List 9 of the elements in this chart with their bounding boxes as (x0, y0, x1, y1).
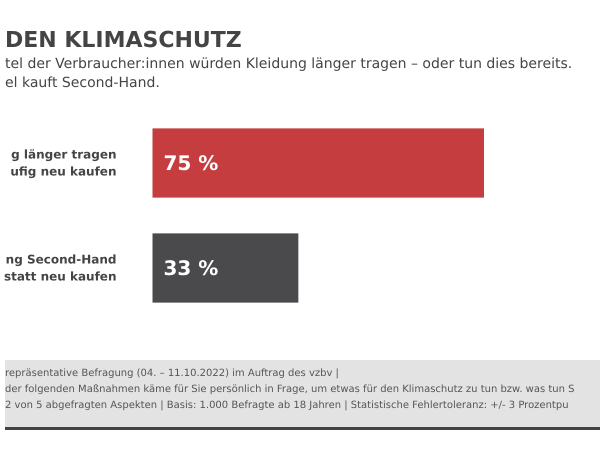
y-tick-label: g länger tragen ufig neu kaufen (10, 148, 117, 178)
chart-title: DEN KLIMASCHUTZ (5, 27, 242, 55)
data-label: 75 % (163, 151, 218, 175)
chart-subtitle: tel der Verbraucher:innen würden Kleidung länger tragen – oder tun dies bereits. el kauft Second-Hand. (5, 55, 572, 93)
data-label: 33 % (163, 256, 218, 280)
text: 2 von 5 abgefragten Aspekten | Basis: 1.000 Befragte ab 18 Jahren | Statistische Fehlertoleranz: +/- 3 Prozentpu (5, 400, 569, 411)
text: repräsentative Befragung (04. – 11.10.2022) im Auftrag des vzbv | (5, 368, 339, 379)
text: der folgenden Maßnahmen käme für Sie persönlich in Frage, um etwas für den Klimaschutz zu tun bzw. was tun S (5, 384, 574, 395)
y-tick-label: ng Second-Hand statt neu kaufen (4, 252, 117, 284)
